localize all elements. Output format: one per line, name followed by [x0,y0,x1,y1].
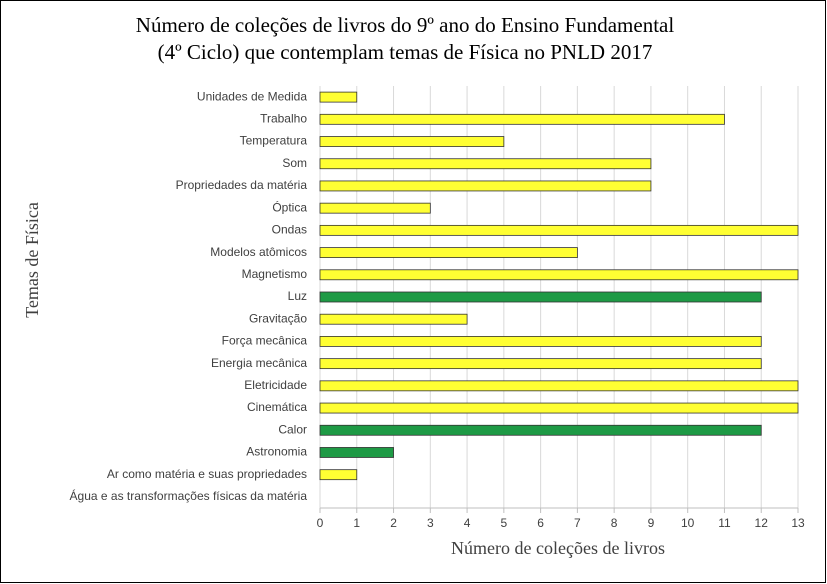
x-tick-label: 13 [791,516,805,530]
y-tick-label: Água e as transformações físicas da maté… [70,488,308,503]
y-tick-label: Eletricidade [244,378,307,392]
x-tick-label: 6 [537,516,544,530]
y-tick-label: Magnetismo [242,267,308,281]
y-tick-label: Astronomia [246,445,307,459]
bar [319,424,762,436]
x-tick-label: 12 [755,516,769,530]
x-axis-title: Número de coleções de livros [451,538,665,558]
bar [319,447,394,458]
bar [319,91,358,103]
bar [319,402,799,414]
x-tick-label: 11 [718,516,731,530]
x-tick-label: 1 [353,516,360,530]
y-tick-label: Gravitação [249,311,307,325]
x-tick-label: 9 [648,516,655,530]
bar [319,224,799,236]
y-axis-title: Temas de Física [22,202,42,318]
bar [319,291,762,303]
bar [319,158,652,170]
bar [319,180,652,192]
y-tick-label: Trabalho [260,111,307,125]
x-tick-label: 2 [390,516,397,530]
y-tick-label: Cinemática [247,400,307,414]
y-tick-label: Propriedades da matéria [176,178,308,192]
y-tick-label: Calor [278,422,307,436]
y-tick-label: Som [282,156,307,170]
bar [319,469,358,481]
bar [319,269,799,281]
bar [319,313,468,325]
chart-title: (4º Ciclo) que contemplam temas de Físic… [158,40,653,64]
bar [319,113,725,125]
bar [319,136,505,147]
x-tick-label: 4 [464,516,471,530]
y-tick-label: Modelos atômicos [210,245,307,259]
chart-title: Número de coleções de livros do 9º ano d… [136,13,675,37]
y-tick-label: Óptica [272,199,307,214]
x-tick-label: 5 [501,516,508,530]
x-tick-label: 3 [427,516,434,530]
x-tick-label: 8 [611,516,618,530]
x-tick-label: 10 [681,516,695,530]
bar [319,380,799,392]
x-tick-label: 7 [574,516,581,530]
bar [319,247,578,258]
y-tick-label: Ar como matéria e suas propriedades [107,467,307,481]
y-tick-label: Luz [288,289,307,303]
y-tick-label: Ondas [272,223,307,237]
x-tick-label: 0 [317,516,324,530]
y-tick-label: Força mecânica [222,334,308,348]
y-tick-label: Energia mecânica [211,356,307,370]
y-tick-label: Unidades de Medida [197,89,307,103]
y-tick-label: Temperatura [240,134,308,148]
bar [319,336,762,347]
bar [319,358,762,370]
bar [319,202,431,214]
